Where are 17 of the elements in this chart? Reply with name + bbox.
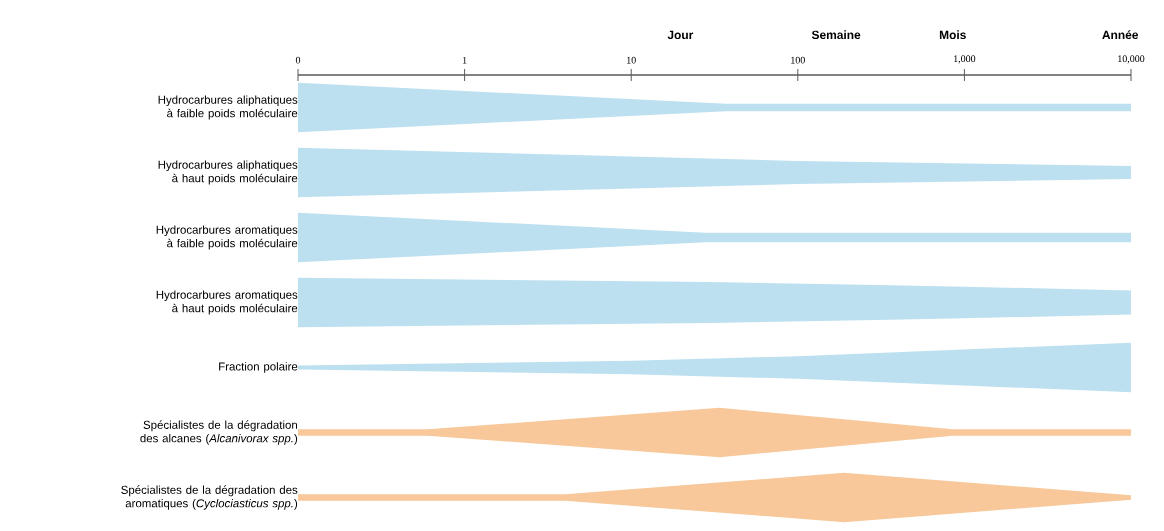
series-label: Hydrocarbures aromatiques à faible poids moléculaire [156,225,298,250]
x-tick-label: 1 [462,56,467,64]
x-tick-label: 0 [295,56,301,64]
text: Année [1102,30,1139,40]
text: Mois [939,30,966,40]
series-label: Fraction polaire [219,362,298,373]
x-tick-label: 100 [791,56,805,64]
text: Jour [667,30,694,40]
x-tick-label: 10,000 [1118,55,1145,64]
series-label: Hydrocarbures aliphatiques à haut poids moléculaire [158,160,298,185]
series-label: Hydrocarbures aliphatiques à faible poids moléculaire [158,95,298,120]
text: Semaine [811,30,861,40]
series-label: Spécialistes de la dégradation des aromatiques (Cyclociasticus spp.) [121,485,298,510]
series-label: Hydrocarbures aromatiques à haut poids moléculaire [156,290,298,315]
x-tick-label: 10 [627,56,636,64]
x-tick-label: 1,000 [954,55,976,64]
series-label: Spécialistes de la dégradation des alcanes (Alcanivorax spp.) [140,420,298,445]
